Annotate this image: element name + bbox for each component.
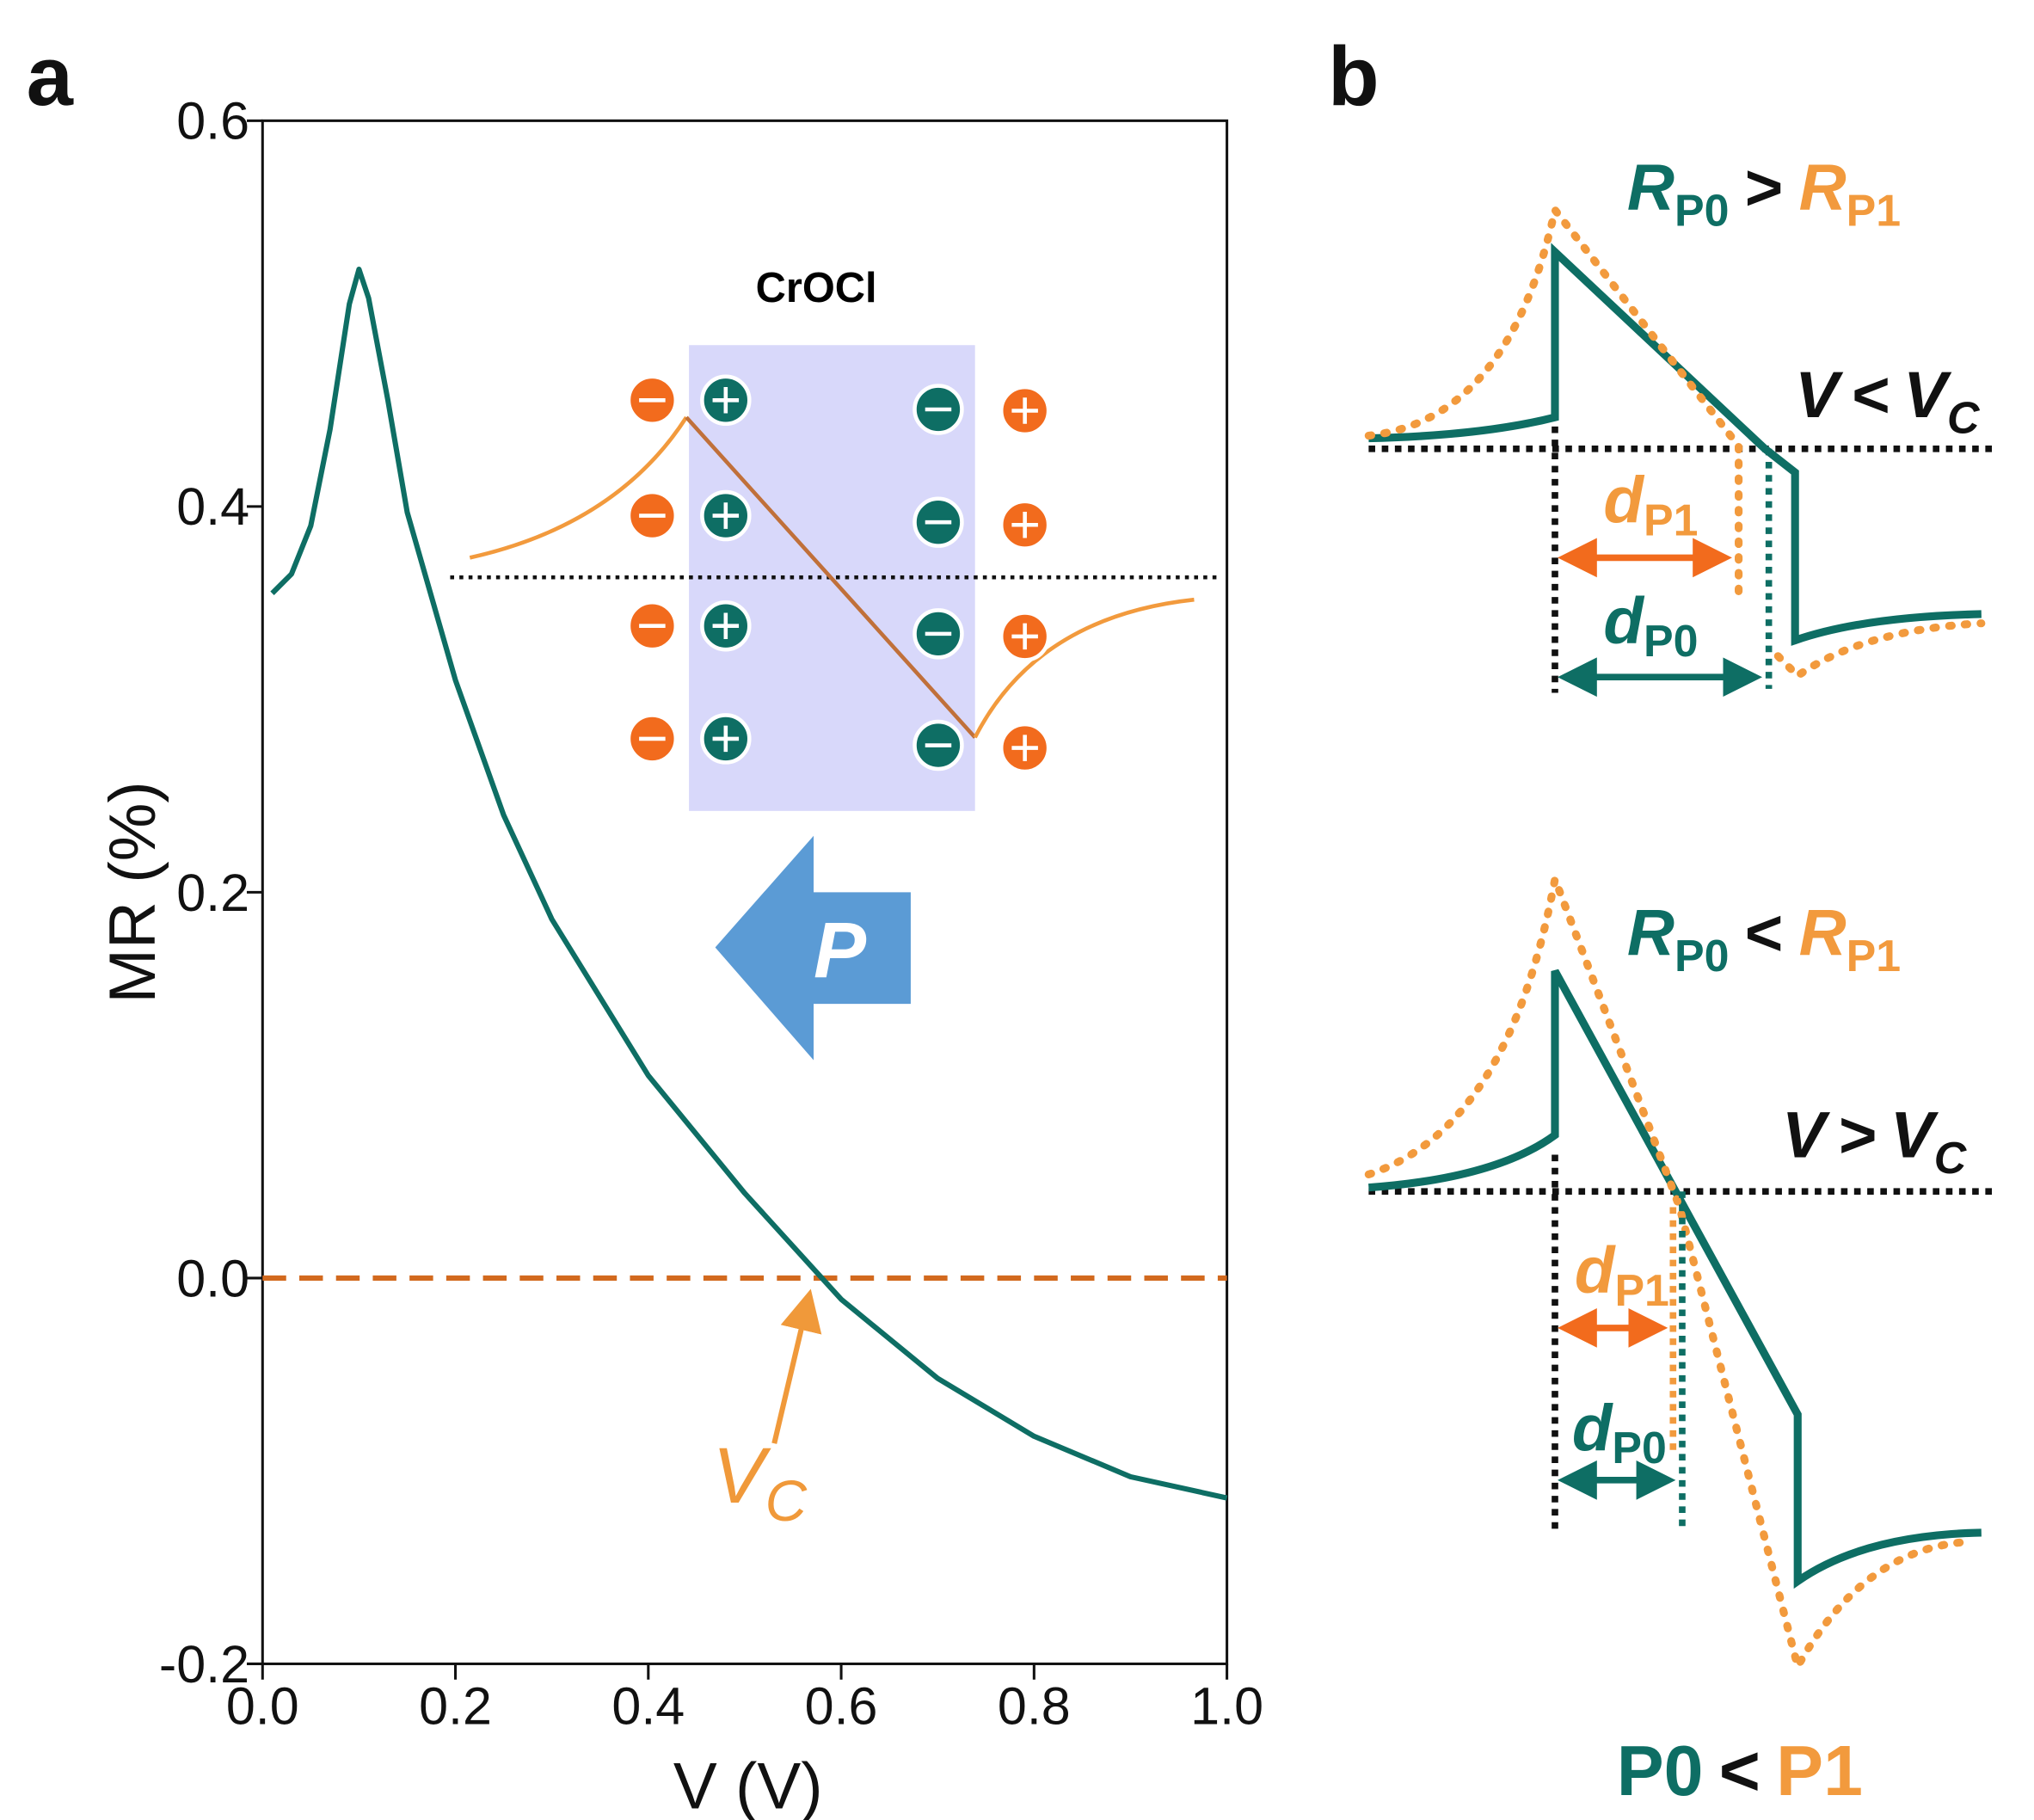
inset-title: CrOCl bbox=[756, 265, 877, 311]
vc-arrow bbox=[771, 1288, 822, 1444]
x-tick-label: 1.0 bbox=[1190, 1677, 1263, 1736]
y-tick-label: 0.2 bbox=[176, 864, 249, 922]
rel: < bbox=[1745, 897, 1784, 970]
y-tick-label: 0.6 bbox=[176, 92, 249, 151]
x-tick-label: 0.8 bbox=[998, 1677, 1071, 1736]
x-tick-label: 0.0 bbox=[226, 1677, 299, 1736]
sub: P0 bbox=[1612, 1423, 1666, 1473]
sub: P0 bbox=[1644, 616, 1698, 666]
sub: C bbox=[1947, 392, 1981, 442]
panel-label: b bbox=[1328, 29, 1380, 123]
d-label: dP0 bbox=[1603, 585, 1698, 666]
voltage-relation: V < VC bbox=[1795, 359, 1981, 442]
d: d bbox=[1603, 464, 1644, 537]
sub: P1 bbox=[1847, 185, 1901, 235]
x-tick-label: 0.6 bbox=[805, 1677, 878, 1736]
sub: C bbox=[1934, 1133, 1968, 1183]
x-tick-label: 0.4 bbox=[611, 1677, 685, 1736]
inset-potential bbox=[469, 415, 688, 560]
rel: < bbox=[1719, 1731, 1761, 1811]
d-label: dP1 bbox=[1603, 464, 1698, 544]
sub: P1 bbox=[1847, 931, 1901, 981]
polarization-arrow bbox=[715, 835, 911, 1061]
polarization-label: P bbox=[814, 907, 867, 995]
resistance-relation: RP0 < RP1 bbox=[1627, 897, 1901, 981]
d-label: dP1 bbox=[1575, 1234, 1669, 1315]
charges bbox=[626, 374, 1051, 774]
sketch-top bbox=[1364, 200, 1995, 698]
r: R bbox=[1627, 151, 1675, 224]
vc-subscript: C bbox=[765, 1469, 808, 1534]
y-tick-label: 0.0 bbox=[176, 1249, 249, 1307]
p1: P1 bbox=[1776, 1731, 1863, 1811]
sub: P0 bbox=[1675, 931, 1729, 981]
sub: P0 bbox=[1675, 185, 1729, 235]
v: V bbox=[1903, 359, 1952, 432]
panel-a: a CrOCl P VC V (V) MR (%) 0.0 0.2 0.4 0.6 0.… bbox=[27, 29, 1263, 1820]
panel-label: a bbox=[27, 29, 74, 123]
d: d bbox=[1575, 1234, 1616, 1307]
panel-b: b RP0 > RP1 V < VC dP1 dP0 R bbox=[1328, 29, 1995, 1811]
d: d bbox=[1603, 585, 1644, 658]
v: V bbox=[1795, 359, 1844, 432]
sub: P1 bbox=[1614, 1265, 1668, 1315]
vc-label: VC bbox=[713, 1432, 808, 1534]
sub: P1 bbox=[1644, 495, 1698, 544]
d: d bbox=[1572, 1392, 1613, 1465]
r: R bbox=[1799, 897, 1847, 970]
voltage-relation: V > VC bbox=[1782, 1099, 1968, 1183]
y-tick-label: -0.2 bbox=[159, 1635, 249, 1694]
inset-potential bbox=[973, 597, 1195, 739]
y-tick-label: 0.4 bbox=[176, 477, 249, 536]
p0: P0 bbox=[1617, 1731, 1704, 1811]
x-axis-label: V (V) bbox=[673, 1749, 823, 1820]
mr-curve bbox=[270, 266, 1228, 1501]
sketch-bottom bbox=[1364, 864, 1995, 1677]
v: V bbox=[1890, 1099, 1939, 1172]
d-label: dP0 bbox=[1572, 1392, 1667, 1473]
rel: < bbox=[1852, 359, 1890, 432]
resistance-relation: RP0 > RP1 bbox=[1627, 151, 1901, 235]
x-tick-label: 0.2 bbox=[419, 1677, 492, 1736]
y-axis-label: MR (%) bbox=[96, 781, 169, 1003]
polarization-relation: P0 < P1 bbox=[1617, 1731, 1863, 1811]
vc-label: V bbox=[713, 1432, 772, 1520]
inset-potential bbox=[685, 415, 977, 739]
rel: > bbox=[1839, 1099, 1877, 1172]
r: R bbox=[1799, 151, 1847, 224]
v: V bbox=[1782, 1099, 1831, 1172]
rel: > bbox=[1745, 151, 1784, 224]
r: R bbox=[1627, 897, 1675, 970]
